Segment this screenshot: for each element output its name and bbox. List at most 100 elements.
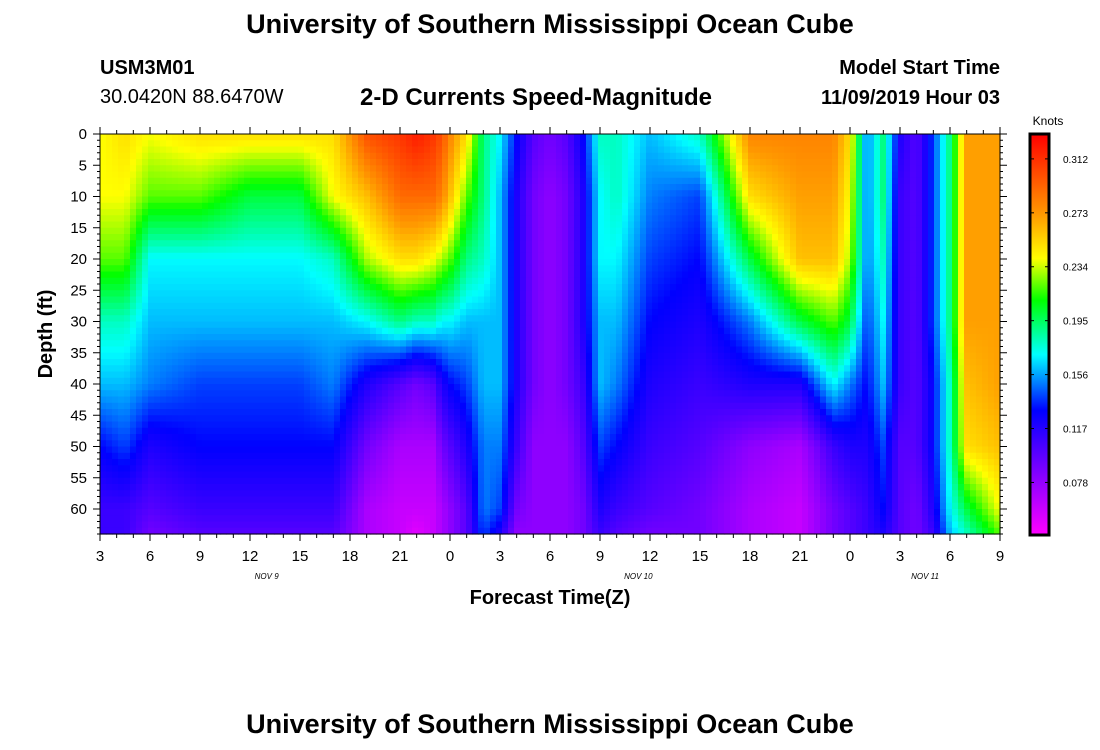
heatmap-cell — [562, 346, 569, 354]
heatmap-cell — [202, 209, 209, 216]
heatmap-cell — [322, 446, 329, 454]
heatmap-cell — [106, 377, 113, 385]
heatmap-cell — [298, 427, 305, 435]
heatmap-cell — [496, 377, 503, 385]
heatmap-cell — [538, 334, 545, 341]
heatmap-cell — [334, 221, 341, 229]
heatmap-cell — [196, 377, 203, 385]
heatmap-cell — [496, 446, 503, 454]
heatmap-cell — [454, 371, 461, 379]
heatmap-cell — [364, 421, 371, 429]
heatmap-cell — [436, 421, 443, 429]
heatmap-cell — [226, 202, 233, 210]
heatmap-cell — [358, 527, 365, 535]
heatmap-cell — [490, 315, 497, 323]
heatmap-cell — [142, 265, 149, 273]
heatmap-cell — [226, 309, 233, 316]
heatmap-cell — [436, 346, 443, 354]
heatmap-cell — [244, 521, 251, 529]
heatmap-cell — [460, 484, 467, 491]
heatmap-cell — [298, 196, 305, 204]
heatmap-cell — [100, 490, 107, 498]
heatmap-cell — [424, 334, 431, 341]
heatmap-cell — [418, 171, 425, 179]
heatmap-cell — [502, 521, 509, 529]
heatmap-cell — [142, 134, 149, 141]
heatmap-cell — [196, 334, 203, 341]
heatmap-cell — [136, 415, 143, 423]
heatmap-cell — [496, 146, 503, 154]
heatmap-cell — [256, 265, 263, 273]
heatmap-cell — [484, 240, 491, 248]
heatmap-cell — [478, 165, 485, 173]
heatmap-cell — [184, 427, 191, 435]
heatmap-cell — [376, 246, 383, 254]
heatmap-cell — [118, 227, 125, 235]
heatmap-cell — [112, 321, 119, 329]
heatmap-cell — [244, 352, 251, 360]
heatmap-cell — [184, 490, 191, 498]
heatmap-cell — [388, 165, 395, 173]
heatmap-cell — [502, 284, 509, 291]
heatmap-cell — [160, 496, 167, 504]
heatmap-cell — [514, 134, 521, 141]
heatmap-cell — [208, 315, 215, 323]
heatmap-cell — [154, 390, 161, 398]
heatmap-cell — [436, 427, 443, 435]
heatmap-cell — [172, 502, 179, 510]
heatmap-cell — [280, 359, 287, 366]
heatmap-cell — [376, 452, 383, 460]
heatmap-cell — [556, 409, 563, 416]
heatmap-cell — [136, 359, 143, 366]
heatmap-cell — [304, 490, 311, 498]
heatmap-cell — [490, 346, 497, 354]
heatmap-cell — [328, 334, 335, 341]
heatmap-cell — [556, 290, 563, 298]
heatmap-cell — [472, 315, 479, 323]
heatmap-cell — [142, 184, 149, 191]
heatmap-cell — [112, 409, 119, 416]
heatmap-cell — [202, 327, 209, 335]
heatmap-cell — [430, 334, 437, 341]
heatmap-cell — [394, 365, 401, 373]
heatmap-cell — [496, 140, 503, 148]
heatmap-cell — [280, 240, 287, 248]
heatmap-cell — [442, 309, 449, 316]
heatmap-cell — [202, 171, 209, 179]
heatmap-cell — [466, 471, 473, 479]
heatmap-cell — [430, 165, 437, 173]
heatmap-cell — [118, 252, 125, 260]
heatmap-cell — [220, 452, 227, 460]
heatmap-cell — [352, 502, 359, 510]
heatmap-cell — [346, 465, 353, 473]
heatmap-cell — [472, 159, 479, 166]
heatmap-cell — [358, 502, 365, 510]
heatmap-cell — [466, 215, 473, 223]
heatmap-cell — [442, 502, 449, 510]
heatmap-cell — [220, 371, 227, 379]
heatmap-cell — [220, 477, 227, 485]
heatmap-cell — [520, 384, 527, 391]
heatmap-cell — [382, 215, 389, 223]
heatmap-cell — [538, 290, 545, 298]
heatmap-cell — [334, 315, 341, 323]
heatmap-cell — [562, 277, 569, 285]
heatmap-cell — [412, 196, 419, 204]
heatmap-cell — [340, 440, 347, 448]
heatmap-cell — [244, 359, 251, 366]
heatmap-cell — [406, 446, 413, 454]
heatmap-cell — [514, 521, 521, 529]
heatmap-cell — [376, 402, 383, 410]
heatmap-cell — [100, 415, 107, 423]
heatmap-cell — [490, 190, 497, 198]
heatmap-cell — [562, 496, 569, 504]
heatmap-cell — [514, 446, 521, 454]
heatmap-cell — [310, 284, 317, 291]
heatmap-cell — [436, 409, 443, 416]
heatmap-cell — [448, 134, 455, 141]
heatmap-cell — [280, 309, 287, 316]
heatmap-cell — [388, 502, 395, 510]
heatmap-cell — [424, 471, 431, 479]
heatmap-cell — [238, 502, 245, 510]
heatmap-cell — [298, 396, 305, 404]
